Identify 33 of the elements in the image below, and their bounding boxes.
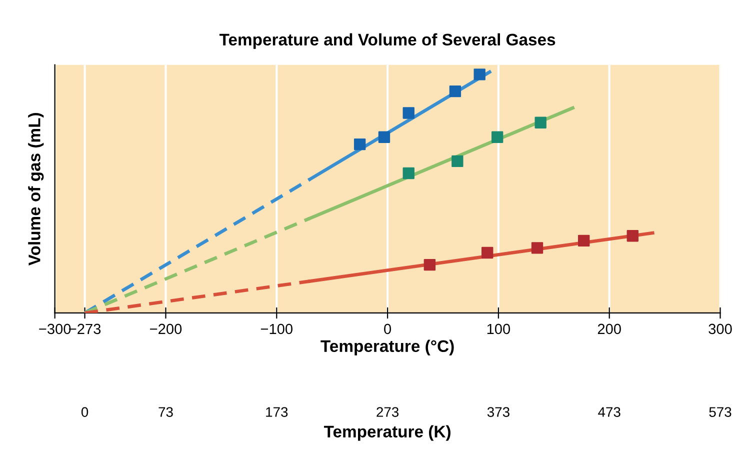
y-axis-title: Volume of gas (mL)	[28, 113, 44, 266]
x2-tick-label: 173	[266, 407, 288, 417]
x-tick-label: 300	[708, 324, 732, 334]
point	[402, 107, 414, 119]
x2-tick-label: 573	[709, 407, 732, 417]
point	[449, 85, 462, 98]
point	[491, 131, 504, 143]
x-tick-label: −200	[150, 324, 182, 334]
x-tick-label: −100	[260, 324, 292, 334]
x2-tick-label: 473	[598, 407, 620, 417]
chart-title: Temperature and Volume of Several Gases	[219, 33, 556, 49]
x-tick-label: −300	[39, 324, 71, 334]
point	[534, 116, 546, 128]
x-tick-label: −273	[69, 324, 101, 334]
x2-tick-label: 373	[487, 407, 510, 417]
point	[482, 246, 494, 259]
x-tick-label: 100	[487, 324, 510, 334]
point	[402, 167, 414, 180]
x-tick-label: 0	[384, 324, 392, 334]
point	[531, 242, 544, 254]
point	[474, 68, 486, 80]
x2-axis-title: Temperature (K)	[324, 425, 450, 441]
point	[452, 155, 464, 168]
x-axis-title: Temperature (°C)	[320, 340, 454, 356]
x2-tick-label: 273	[376, 407, 399, 417]
x2-tick-label: 73	[158, 407, 173, 417]
point	[378, 131, 390, 143]
x-tick-label: 200	[598, 324, 621, 334]
x2-tick-label: 0	[81, 407, 88, 417]
point	[578, 234, 590, 247]
point	[626, 230, 638, 242]
point	[354, 138, 366, 150]
point	[424, 258, 436, 271]
